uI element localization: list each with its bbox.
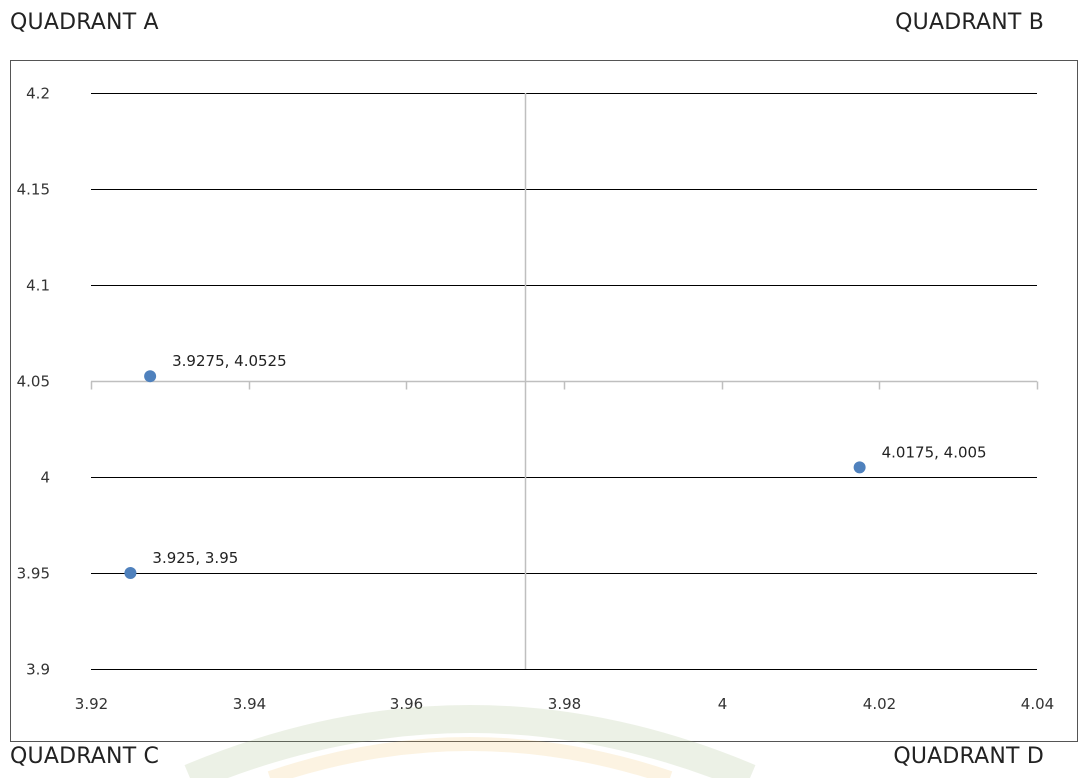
quadrant-d-label: QUADRANT D <box>893 744 1044 769</box>
y-tick-label: 3.95 <box>17 565 50 583</box>
y-tick-label: 4 <box>40 469 50 487</box>
x-tick-label: 4.04 <box>1021 695 1054 713</box>
data-label: 3.9275, 4.0525 <box>172 352 287 370</box>
x-tick-label: 4 <box>718 695 728 713</box>
y-tick-labels: 3.9 3.95 4 4.05 4.1 4.15 4.2 <box>17 85 50 679</box>
quadrant-c-label: QUADRANT C <box>10 744 160 769</box>
axes <box>90 93 1039 669</box>
quadrant-a-label: QUADRANT A <box>10 10 159 35</box>
x-tick-labels: 3.92 3.94 3.96 3.98 4 4.02 4.04 <box>75 695 1054 713</box>
y-tick-label: 4.1 <box>26 277 50 295</box>
data-label: 4.0175, 4.005 <box>882 443 987 461</box>
x-tick-label: 4.02 <box>863 695 896 713</box>
x-tick-label: 3.92 <box>75 695 108 713</box>
y-tick-label: 4.2 <box>26 85 50 103</box>
y-tick-label: 4.15 <box>17 181 50 199</box>
data-point <box>144 370 157 383</box>
x-tick-label: 3.94 <box>233 695 266 713</box>
y-tick-label: 4.05 <box>17 373 50 391</box>
x-tick-label: 3.98 <box>548 695 581 713</box>
data-labels: 3.9275, 4.0525 4.0175, 4.005 3.925, 3.95 <box>152 352 986 567</box>
data-label: 3.925, 3.95 <box>152 549 238 567</box>
y-tick-label: 3.9 <box>26 661 50 679</box>
quadrant-b-label: QUADRANT B <box>895 10 1044 35</box>
data-points <box>124 370 866 579</box>
data-point <box>124 567 137 579</box>
chart-frame <box>10 60 1078 742</box>
data-point <box>853 461 866 474</box>
x-tick-label: 3.96 <box>390 695 423 713</box>
